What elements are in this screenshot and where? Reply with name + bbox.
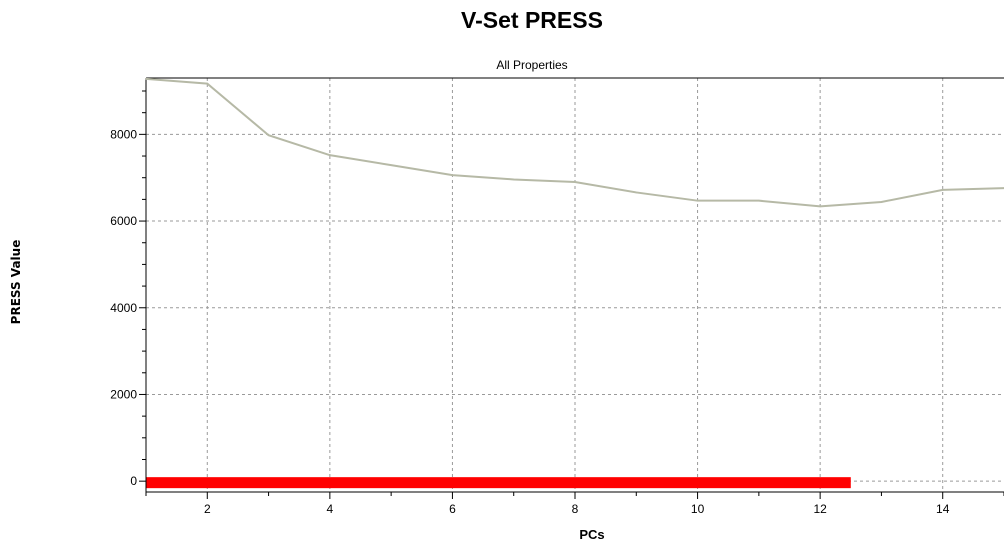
x-tick-label: 12 <box>813 502 827 516</box>
plot-area: 0 2000 4000 6000 8000 2 4 6 8 10 12 14 <box>110 77 1004 516</box>
y-axis-label: PRESS Value <box>9 240 23 325</box>
press-data-point <box>329 154 331 156</box>
press-data-point <box>390 164 392 166</box>
x-axis-label: PCs <box>579 527 604 542</box>
chart-subtitle: All Properties <box>496 58 567 72</box>
x-tick-label: 4 <box>327 502 334 516</box>
x-tick-label: 14 <box>936 502 950 516</box>
press-data-point <box>635 191 638 194</box>
y-tick-label: 0 <box>130 474 137 488</box>
y-tick-label: 4000 <box>110 301 137 315</box>
press-data-point <box>206 82 209 85</box>
press-data-point <box>758 199 760 202</box>
x-tick-label: 6 <box>449 502 456 516</box>
press-data-point <box>267 134 270 137</box>
press-data-point <box>512 178 515 181</box>
press-data-point <box>880 201 883 203</box>
y-tick-label: 2000 <box>110 387 137 401</box>
y-tick-label: 8000 <box>110 127 137 141</box>
press-data-point <box>941 189 944 191</box>
chart-title: V-Set PRESS <box>461 7 603 33</box>
x-tick-label: 10 <box>691 502 705 516</box>
press-data-point <box>145 78 147 80</box>
red-bar <box>146 477 851 489</box>
press-data-point <box>451 174 454 176</box>
x-tick-label: 2 <box>204 502 211 516</box>
x-tick-label: 8 <box>572 502 579 516</box>
press-data-point <box>574 181 576 183</box>
press-data-point <box>696 199 699 202</box>
press-data-point <box>819 205 821 208</box>
y-tick-label: 6000 <box>110 214 137 228</box>
